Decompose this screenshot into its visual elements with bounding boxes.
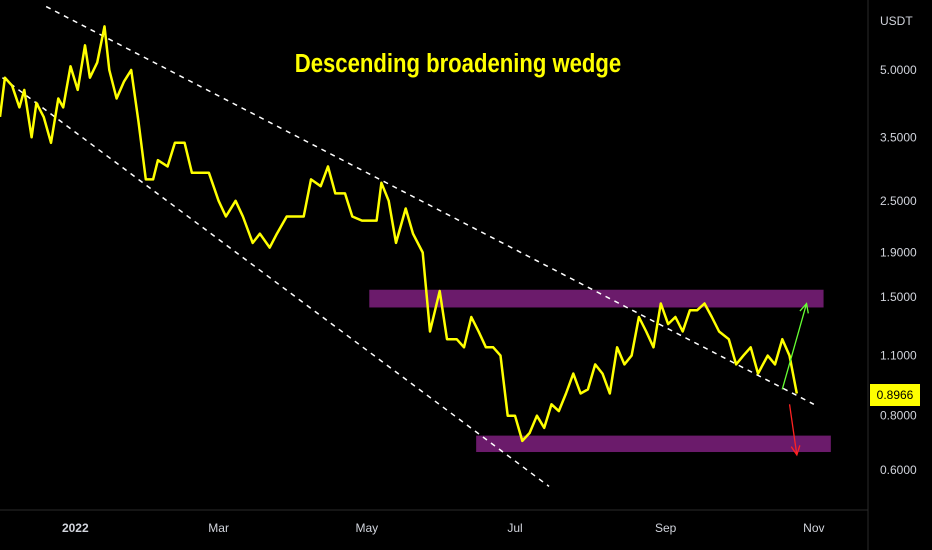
trendline-1 [45, 5, 815, 405]
y-tick-label: 1.1000 [880, 349, 917, 363]
x-tick-label: Mar [208, 521, 229, 535]
chart-title: Descending broadening wedge [295, 49, 621, 78]
zone-1 [369, 289, 824, 308]
y-tick-label: 1.5000 [880, 290, 917, 304]
x-tick-label: 2022 [62, 521, 89, 535]
zone-2 [476, 435, 831, 453]
y-tick-label: 3.5000 [880, 130, 917, 144]
y-tick-label: 2.5000 [880, 194, 917, 208]
y-tick-label: 5.0000 [880, 63, 917, 77]
trendline-2 [1, 77, 550, 488]
arrow-2-shaft [788, 404, 798, 455]
x-tick-label: May [356, 521, 379, 535]
y-tick-label: 1.9000 [880, 246, 917, 260]
arrow-1-head [799, 302, 809, 314]
arrow-1-shaft [781, 303, 808, 390]
price-line-1 [0, 25, 799, 443]
last-price-tag: 0.8966 [870, 384, 920, 406]
arrow-2-head [790, 445, 801, 457]
price-axis-currency: USDT [880, 14, 913, 28]
x-tick-label: Jul [507, 521, 522, 535]
x-tick-label: Nov [803, 521, 824, 535]
y-tick-label: 0.8000 [880, 409, 917, 423]
x-tick-label: Sep [655, 521, 677, 535]
y-tick-label: 0.6000 [880, 463, 917, 477]
